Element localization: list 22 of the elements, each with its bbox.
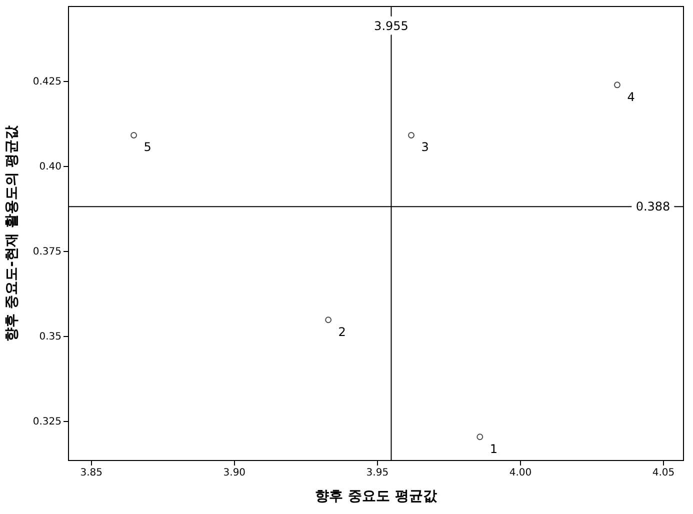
annotation: 2 [338, 324, 346, 339]
y-tick-label: 0.40 [39, 161, 62, 172]
x-axis-title: 향후 중요도 평균값 [315, 488, 438, 504]
y-tick-label: 0.325 [32, 416, 62, 428]
y-tick-label: 0.375 [32, 246, 62, 258]
point [130, 132, 138, 138]
y-axis-title: 향후 중요도-현재 활용도의 평균값 [4, 124, 20, 342]
x-tick-label: 3.90 [223, 468, 246, 478]
x-tick-label: 4.00 [509, 468, 532, 478]
y-tick-label: 0.35 [39, 331, 62, 342]
annotation: 1 [490, 442, 498, 456]
annotation: 3 [421, 140, 429, 154]
x-tick-label: 4.05 [652, 468, 675, 478]
point [408, 132, 414, 138]
x-tick-label: 3.95 [366, 468, 389, 478]
point [476, 434, 484, 440]
x-tick-label: 3.85 [80, 468, 103, 478]
annotation: 4 [627, 90, 635, 104]
annotation: 5 [144, 140, 152, 154]
y-tick-label: 0.425 [32, 76, 62, 88]
point [325, 316, 332, 324]
point [614, 82, 620, 88]
